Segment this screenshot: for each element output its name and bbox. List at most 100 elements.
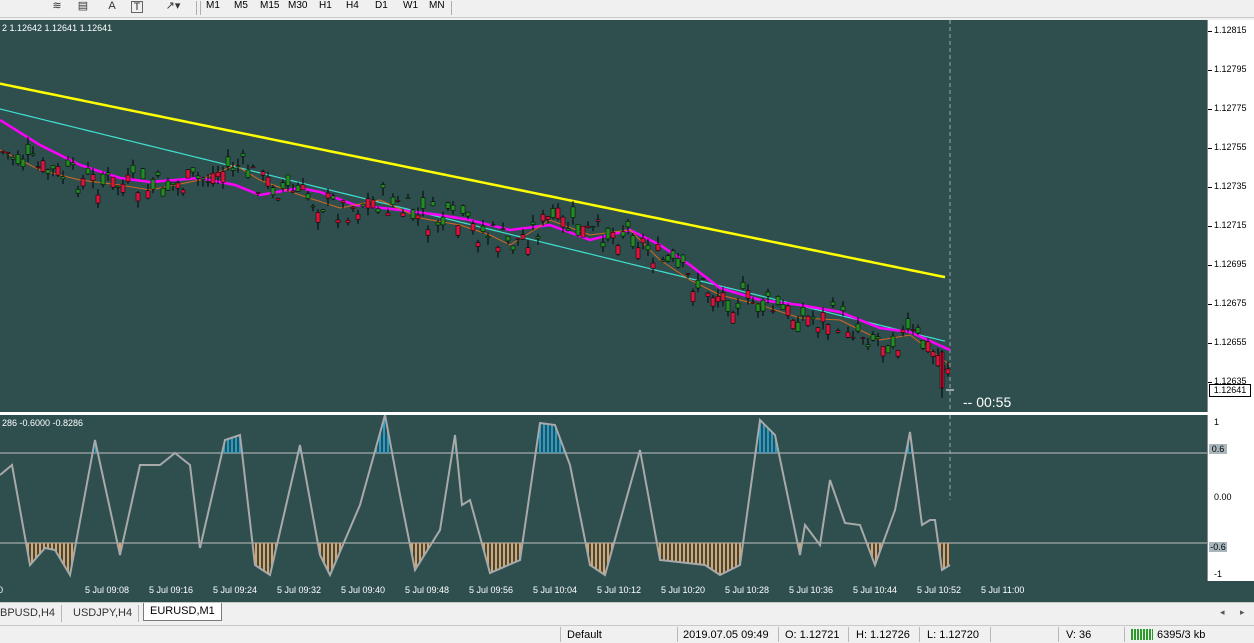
candle-body (80, 178, 86, 187)
timeframe-m15-button[interactable]: M15 (260, 0, 280, 11)
candle-body (700, 278, 706, 280)
candle-body (340, 200, 346, 203)
time-axis-label: 5 Jul 10:20 (661, 585, 706, 595)
candle-body (815, 327, 821, 333)
candle-body (280, 182, 286, 189)
candle-body (150, 179, 156, 190)
candle-body (50, 165, 56, 170)
level-lower-tag: -0.6 (1209, 542, 1227, 552)
candle-body (430, 201, 436, 207)
timeframe-h1-button[interactable]: H1 (319, 0, 332, 11)
candle-body (90, 174, 96, 181)
candle-body (205, 181, 211, 183)
scroll-right-icon[interactable]: ▸ (1240, 607, 1245, 617)
candle-body (785, 305, 791, 316)
timeframe-m1-button[interactable]: M1 (206, 0, 220, 11)
time-axis-label: 5 Jul 09:40 (341, 585, 386, 595)
candle-body (230, 167, 236, 171)
candle-body (935, 355, 941, 367)
candle-body (865, 344, 871, 347)
candle-body (740, 282, 746, 289)
candle-body (560, 216, 566, 228)
candle-body (260, 171, 266, 176)
candle-body (485, 236, 491, 239)
candle-body (715, 296, 721, 303)
candle-body (755, 303, 761, 312)
candle-body (495, 247, 501, 252)
price-axis-tick (1208, 70, 1212, 71)
candle-body (265, 176, 271, 187)
candle-body (685, 273, 691, 275)
candle-body (590, 226, 596, 228)
ohlc-readout: 2 1.12642 1.12641 1.12641 (2, 23, 113, 33)
candle-body (160, 187, 166, 197)
candle-body (770, 310, 776, 313)
candle-body (170, 182, 176, 185)
candle-body (350, 206, 356, 209)
candle-body (100, 173, 106, 185)
time-axis-label: 5 Jul 10:12 (597, 585, 642, 595)
tab-usdjpy-h4[interactable]: USDJPY,H4 (67, 605, 140, 622)
oscillator-window[interactable]: 286 -0.6000 -0.8286 (0, 415, 1207, 581)
price-axis-label: 1.12815 (1214, 25, 1247, 35)
candle-body (320, 209, 326, 212)
tab-gbpusd-h4[interactable]: BPUSD,H4 (0, 605, 63, 622)
candle-body (60, 176, 66, 180)
timeframe-d1-button[interactable]: D1 (375, 0, 388, 11)
candle-body (300, 184, 306, 191)
candle-body (610, 232, 616, 239)
candle-body (470, 223, 476, 231)
candle-body (910, 329, 916, 331)
candle-body (360, 203, 366, 207)
candle-body (800, 307, 806, 316)
candle-body (195, 175, 201, 179)
crosshair-period-icon[interactable]: ≋ (52, 0, 62, 12)
time-axis-label: 5 Jul 09:32 (277, 585, 322, 595)
pane-separator[interactable] (0, 412, 1254, 415)
candle-body (585, 225, 591, 228)
candle-body (70, 162, 76, 165)
candle-body (735, 302, 741, 309)
scroll-left-icon[interactable]: ◂ (1220, 607, 1225, 617)
timeframe-h4-button[interactable]: H4 (346, 0, 359, 11)
candle-body (465, 212, 471, 217)
tab-eurusd-m1[interactable]: EURUSD,M1 (143, 603, 222, 621)
candle-body (855, 323, 861, 332)
timeframe-mn-button[interactable]: MN (429, 0, 445, 11)
chart-tabs: BPUSD,H4 USDJPY,H4 EURUSD,M1 ◂ ▸ (0, 602, 1254, 625)
candle-body (145, 190, 151, 199)
text-tool-button[interactable]: A (108, 0, 116, 12)
timeframe-w1-button[interactable]: W1 (403, 0, 418, 11)
candle-body (580, 225, 586, 238)
time-axis-label: 5 Jul 10:52 (917, 585, 962, 595)
candle-body (750, 302, 756, 304)
candle-body (250, 166, 256, 169)
candle-body (550, 208, 556, 218)
candle-body (10, 156, 16, 160)
candle-body (30, 153, 36, 156)
timeframe-m5-button[interactable]: M5 (234, 0, 248, 11)
candle-body (530, 221, 536, 225)
oscillator-axis[interactable]: 1 0.00 -1 (1207, 415, 1254, 581)
arrows-dropdown-icon[interactable]: ↗▾ (165, 0, 181, 12)
candle-body (760, 299, 766, 312)
status-traffic: 6395/3 kb (1157, 629, 1206, 641)
candle-body (615, 245, 621, 255)
fibonacci-icon[interactable]: ▤ (77, 0, 89, 12)
price-axis-tick (1208, 265, 1212, 266)
timeframe-m30-button[interactable]: M30 (288, 0, 308, 11)
candle-body (605, 227, 611, 240)
price-axis-label: 1.12795 (1214, 64, 1247, 74)
candle-body (930, 351, 936, 357)
status-profile: Default (567, 629, 602, 641)
candle-body (630, 235, 636, 247)
candle-body (110, 176, 116, 188)
candle-body (345, 219, 351, 223)
candle-body (20, 158, 26, 167)
text-label-tool-button[interactable]: T (131, 1, 143, 13)
candle-body (475, 242, 481, 247)
price-chart[interactable]: 2 1.12642 1.12641 1.12641 -- 00:55 (0, 20, 1207, 412)
candle-body (850, 336, 856, 339)
price-axis[interactable]: 1.12815 1.12795 1.12775 1.12755 1.12735 1.127… (1207, 20, 1254, 412)
candle-body (665, 255, 671, 262)
